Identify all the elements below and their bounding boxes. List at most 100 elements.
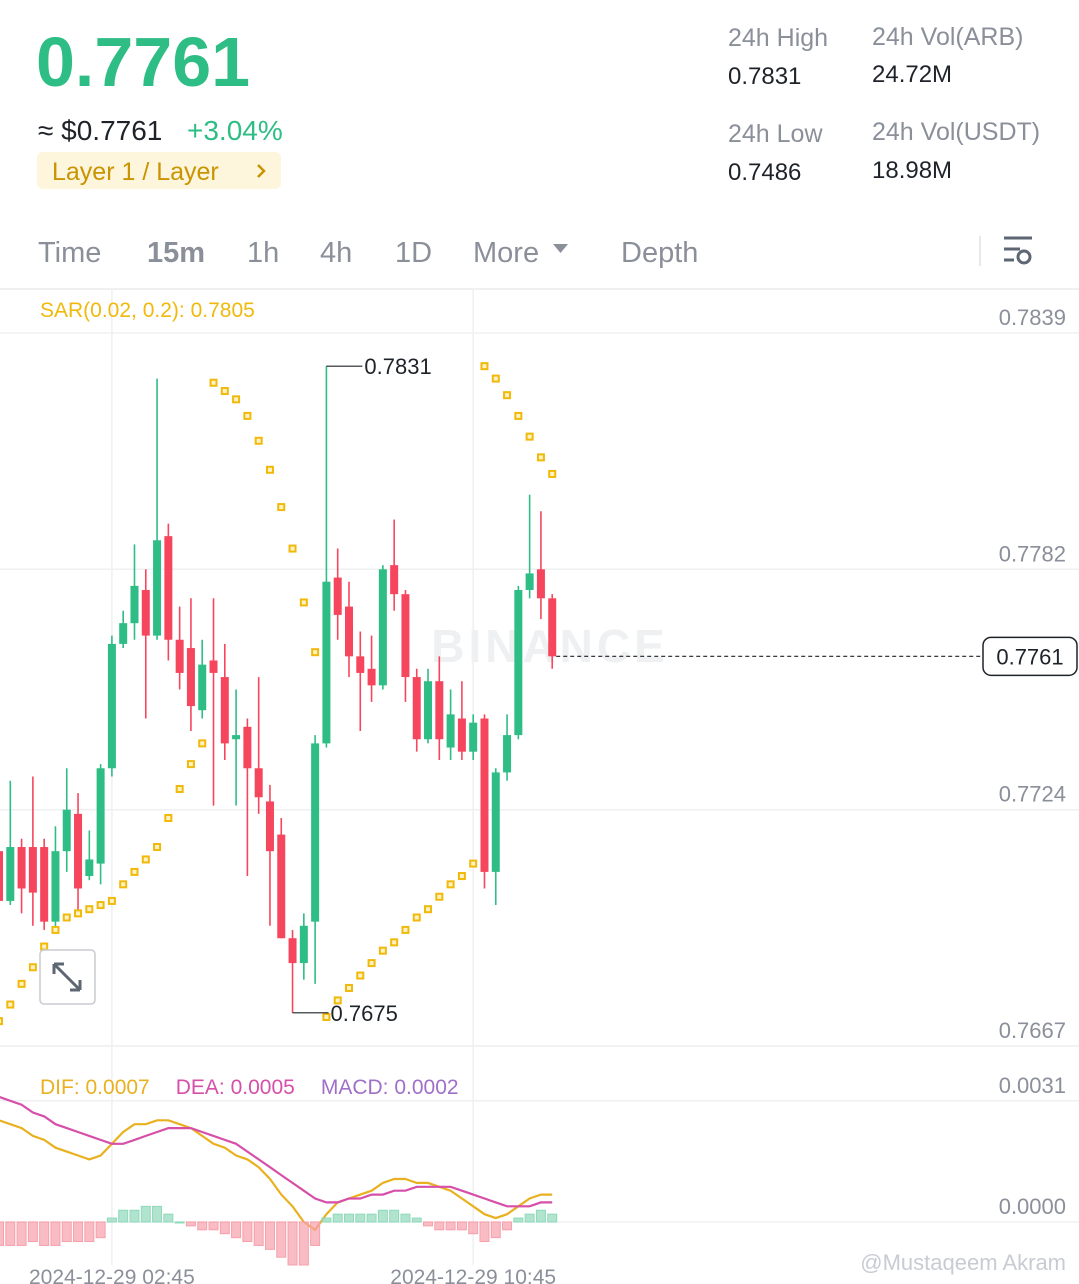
last-price: 0.7761: [36, 23, 250, 101]
y-tick-label: 0.0000: [999, 1194, 1066, 1219]
macd-bar: [535, 1209, 546, 1223]
tab[interactable]: More: [473, 237, 539, 269]
macd-bar: [208, 1221, 219, 1231]
sar-dot: [536, 453, 545, 462]
tag[interactable]: Layer 1 / Layer: [52, 158, 219, 186]
sar-dot: [164, 814, 173, 823]
candle-body: [311, 743, 320, 922]
last-price-label: 0.7761: [996, 644, 1063, 669]
expand-icon: [52, 962, 82, 992]
y-tick-label: 0.7724: [999, 782, 1066, 807]
tab-bar: Time 15m 1h 4h 1D More Depth: [38, 237, 698, 269]
tag-bg[interactable]: [37, 152, 281, 189]
settings-icon[interactable]: [1004, 236, 1032, 265]
sar-dot: [74, 909, 83, 918]
candle-body: [412, 677, 421, 740]
macd-bar: [377, 1209, 388, 1223]
macd-bar: [242, 1221, 253, 1243]
sar-dot: [107, 896, 116, 905]
candle-body: [378, 569, 387, 686]
sar-dot: [119, 880, 128, 889]
sar-dot: [480, 362, 489, 371]
macd-bar: [50, 1221, 61, 1246]
sar-dot: [344, 983, 353, 992]
x-tick-label: 2024-12-29 10:45: [390, 1266, 556, 1284]
candle-body: [435, 681, 444, 740]
sar-dot: [243, 411, 252, 420]
candle-body: [503, 735, 512, 773]
last-price-tag: [982, 636, 1078, 677]
candle-body: [141, 590, 150, 636]
approx-price: ≈ $0.7761: [38, 115, 162, 146]
macd-bar: [174, 1221, 185, 1224]
sar-dot: [62, 913, 71, 922]
candle-body: [28, 847, 37, 893]
macd-bar: [84, 1221, 95, 1243]
candle-body: [322, 581, 331, 744]
sar-dot: [186, 760, 195, 769]
sar-dot: [491, 374, 500, 383]
sar-dot: [198, 739, 207, 748]
macd-bar: [366, 1213, 377, 1223]
candle-body: [153, 540, 162, 636]
y-tick-label: 0.0031: [999, 1073, 1066, 1098]
candle-body: [209, 660, 218, 673]
tab[interactable]: 4h: [320, 237, 352, 269]
macd-bar: [276, 1221, 287, 1258]
credit: @Mustaqeem Akram: [860, 1250, 1066, 1275]
macd-bar: [343, 1213, 354, 1223]
macd-bar: [16, 1221, 27, 1246]
candle-body: [277, 834, 286, 939]
sar-dot: [356, 971, 365, 980]
tab[interactable]: Depth: [621, 237, 698, 269]
candle-body: [17, 847, 26, 889]
sar-dot: [469, 859, 478, 868]
macd-bar: [253, 1221, 264, 1246]
extreme-label: 0.7675: [331, 1001, 398, 1026]
macd-bar: [287, 1221, 298, 1266]
macd-bar: [73, 1221, 84, 1243]
macd-bar: [61, 1221, 72, 1243]
sar-dot: [17, 979, 26, 988]
candle-body: [254, 768, 263, 798]
tab[interactable]: 1h: [247, 237, 279, 269]
macd-bar: [332, 1213, 343, 1223]
legend-entry: DIF: 0.0007: [40, 1076, 150, 1099]
tag-chevron: [257, 164, 266, 178]
macd-bar: [140, 1205, 151, 1223]
sar-dot: [367, 959, 376, 968]
macd-bar: [524, 1213, 535, 1223]
macd-bar: [163, 1213, 174, 1223]
indicator-legend: SAR(0.02, 0.2): 0.7805: [40, 299, 255, 322]
stat-value: 24.72M: [872, 61, 952, 88]
macd-bar: [231, 1221, 242, 1239]
macd-bar: [321, 1217, 332, 1223]
watermark: BINANCE: [431, 620, 669, 672]
tab[interactable]: Time: [38, 237, 101, 269]
sar-dot: [265, 465, 274, 474]
macd-bar: [0, 1221, 5, 1246]
macd-bar: [502, 1221, 513, 1231]
plot: 2024-12-29 02:45 2024-12-29 10:45 0.7839 0.…: [0, 290, 1079, 1284]
sar-dot: [412, 913, 421, 922]
more-caret: [553, 244, 568, 253]
tab[interactable]: 15m: [147, 237, 205, 269]
sar-dot: [424, 905, 433, 914]
macd-bar: [490, 1221, 501, 1239]
sar-dot: [457, 872, 466, 881]
macd-bar: [118, 1209, 129, 1223]
macd-bar: [434, 1221, 445, 1231]
candle-body: [548, 598, 557, 657]
sar-dot: [28, 963, 37, 972]
macd-bar: [152, 1205, 163, 1223]
stat-value: 0.7831: [728, 63, 801, 90]
macd-bar: [423, 1221, 434, 1227]
candle-body: [424, 681, 433, 740]
macd-bar: [411, 1217, 422, 1223]
macd-bar: [27, 1221, 38, 1243]
candle-body: [491, 772, 500, 872]
candle-body: [0, 851, 4, 901]
candle-body: [164, 536, 173, 640]
tab[interactable]: 1D: [395, 237, 432, 269]
